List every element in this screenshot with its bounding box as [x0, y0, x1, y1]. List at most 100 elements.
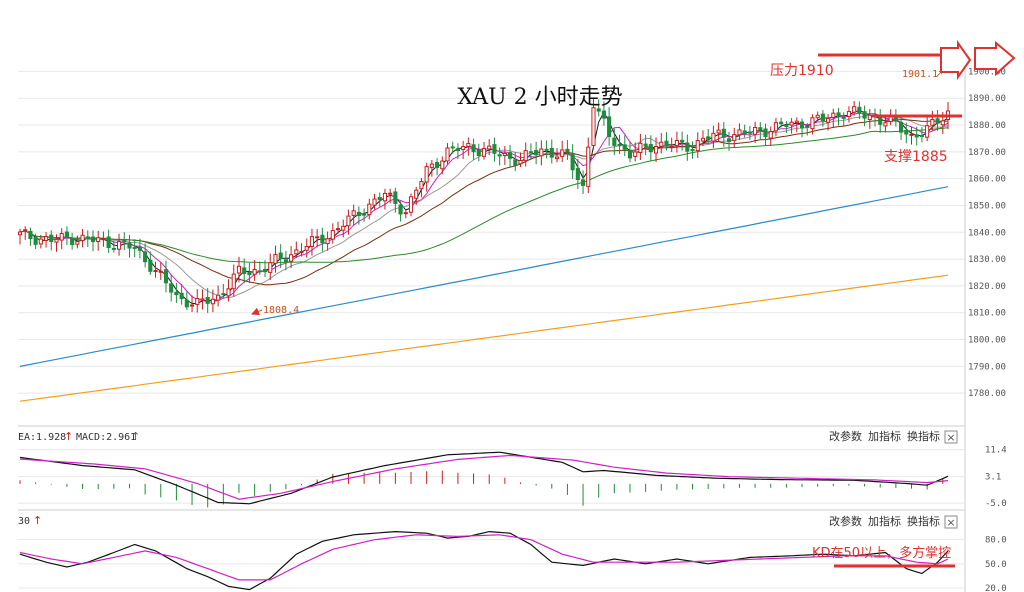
candle-up: [653, 145, 659, 154]
candle-down: [127, 242, 132, 249]
candle-up: [101, 238, 106, 241]
high-label: 1901.1: [902, 69, 938, 80]
add-indicator-button[interactable]: 加指标: [868, 429, 901, 443]
ma-line-24: [19, 118, 949, 286]
switch-indicator-button-kd[interactable]: 换指标: [907, 514, 940, 528]
candle-up: [231, 273, 236, 290]
add-indicator-button-kd[interactable]: 加指标: [868, 514, 901, 528]
candle-down: [174, 291, 179, 296]
candle-up: [429, 163, 434, 168]
candle-up: [116, 241, 122, 250]
candle-down: [664, 140, 669, 147]
candle-down: [513, 159, 518, 166]
kd-k-line: [19, 530, 949, 591]
price-tick-label: 1820.00: [968, 282, 1006, 292]
price-tick-label: 1870.00: [968, 148, 1006, 158]
macd-histogram: [19, 470, 944, 508]
candle-up: [925, 125, 930, 138]
candle-up: [909, 133, 914, 136]
candle-up: [315, 236, 320, 239]
candle-down: [914, 134, 919, 138]
candle-up: [732, 134, 737, 141]
candle-up: [440, 160, 445, 170]
low-arrow-icon: [251, 307, 263, 316]
ma-line-orange: [19, 274, 949, 402]
candle-down: [570, 153, 575, 171]
macd-tick-label: 3.1: [985, 473, 1001, 483]
candle-down: [492, 144, 497, 154]
candle-down: [862, 111, 867, 119]
change-params-button[interactable]: 改参数: [829, 429, 862, 443]
candle-down: [247, 271, 252, 276]
candle-up: [586, 146, 591, 187]
ma-line-blue: [19, 186, 949, 367]
candle-down: [857, 106, 862, 114]
candle-up: [210, 298, 215, 305]
candle-up: [96, 237, 101, 242]
candle-up: [638, 142, 643, 153]
close-glyph: ×: [946, 431, 955, 444]
change-params-button-kd[interactable]: 改参数: [829, 514, 862, 528]
candle-up: [852, 106, 857, 113]
candle-up: [195, 298, 200, 305]
kd-d-line: [19, 534, 949, 581]
candle-up: [408, 196, 414, 213]
candle-down: [607, 116, 612, 138]
candle-up: [560, 149, 565, 157]
candle-down: [565, 148, 570, 153]
short-moving-averages: [19, 109, 949, 304]
price-tick-label: 1840.00: [968, 228, 1006, 238]
candle-down: [580, 179, 586, 186]
candle-down: [617, 144, 622, 147]
candle-up: [831, 112, 836, 118]
candle-up: [294, 249, 299, 255]
candle-down: [648, 144, 653, 153]
candle-up: [591, 107, 596, 147]
candle-down: [471, 144, 476, 153]
candle-up: [481, 147, 487, 157]
candle-up: [773, 122, 779, 132]
candle-up: [382, 192, 388, 202]
candle-up: [794, 120, 799, 124]
candle-down: [257, 270, 262, 273]
candle-down: [601, 110, 606, 119]
candle-down: [544, 148, 549, 151]
candle-up: [930, 119, 935, 126]
candle-up: [59, 233, 64, 241]
price-tick-label: 1800.00: [968, 336, 1006, 346]
candle-down: [184, 299, 189, 308]
long-moving-averages: [19, 186, 949, 402]
close-glyph-kd: ×: [946, 516, 955, 529]
candle-down: [747, 131, 752, 134]
candle-down: [820, 113, 825, 122]
price-tick-label: 1860.00: [968, 175, 1006, 185]
candle-down: [534, 149, 539, 156]
close-icon[interactable]: [944, 430, 958, 444]
candle-down: [596, 108, 601, 112]
candle-up: [54, 238, 59, 243]
macd-tick-label: -5.0: [985, 499, 1007, 509]
close-icon-kd[interactable]: [944, 515, 958, 529]
price-tick-label: 1810.00: [968, 309, 1006, 319]
candle-up: [335, 228, 341, 231]
candle-down: [262, 268, 268, 273]
candle-down: [549, 147, 554, 158]
candle-down: [476, 149, 481, 156]
candle-down: [205, 296, 210, 304]
candle-up: [940, 120, 945, 126]
candle-up: [674, 139, 679, 146]
candle-down: [706, 136, 711, 141]
candle-up: [669, 146, 674, 149]
candle-up: [539, 148, 544, 157]
macd-grid: [18, 449, 965, 504]
candle-up: [189, 304, 195, 307]
candle-down: [242, 267, 247, 274]
candle-down: [455, 148, 460, 152]
switch-indicator-button[interactable]: 换指标: [907, 429, 940, 443]
candle-up: [846, 111, 852, 117]
candle-down: [132, 246, 137, 249]
resistance-arrow-1: [940, 39, 972, 81]
resistance-label: 压力1910: [770, 63, 834, 79]
price-grid: [18, 58, 966, 592]
candle-up: [372, 198, 377, 206]
